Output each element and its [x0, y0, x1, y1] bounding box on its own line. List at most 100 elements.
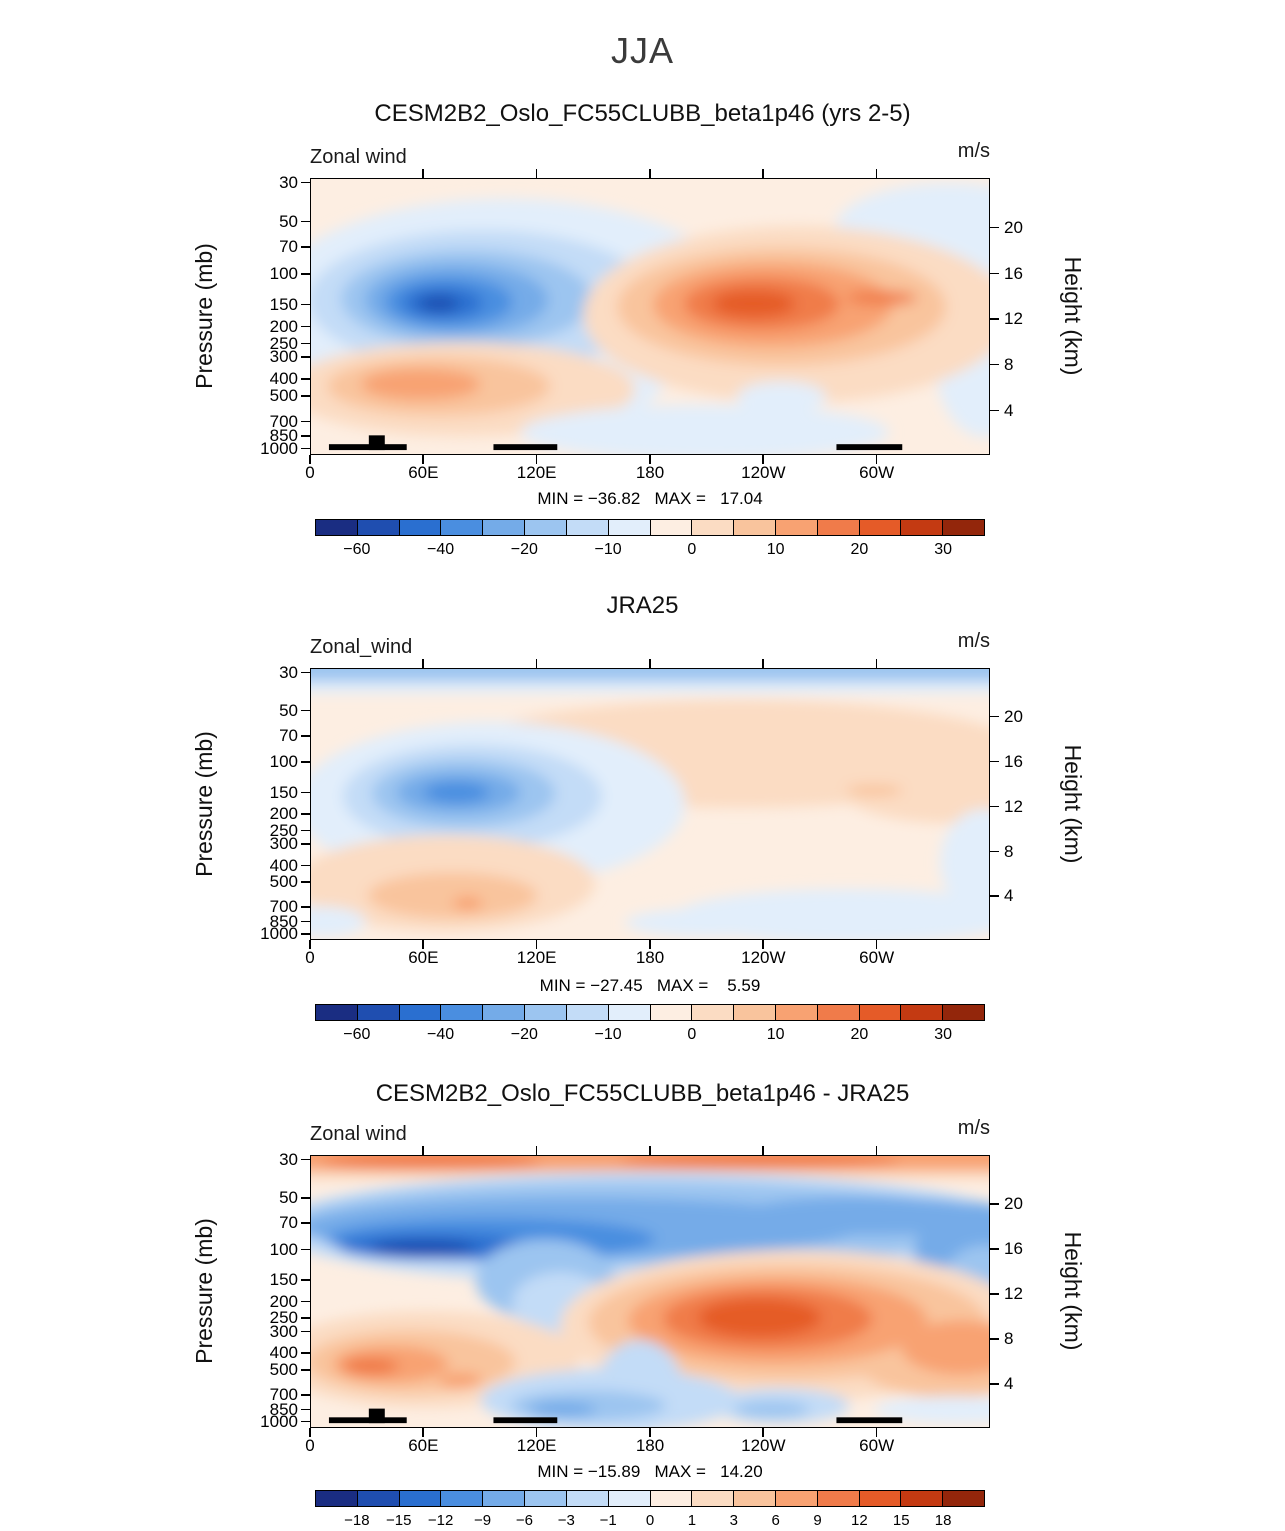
pressure-tick-label: 200 [269, 1291, 298, 1311]
colorbar-tick-label: 1 [687, 1512, 697, 1529]
pressure-tick-label: 400 [269, 1343, 298, 1363]
height-tick-label: 16 [1004, 1239, 1023, 1259]
colorbar-cell [858, 519, 902, 536]
colorbar-tick-label: 18 [934, 1512, 952, 1529]
pressure-tick [301, 761, 310, 763]
lon-tick-bottom [762, 940, 764, 949]
pressure-tick [301, 1248, 310, 1251]
colorbar-tick-label: −1 [599, 1512, 617, 1529]
colorbar-cell [858, 1490, 902, 1507]
lon-tick-top [649, 169, 651, 178]
pressure-tick [301, 342, 310, 345]
lon-tick-bottom [309, 940, 311, 949]
colorbar-cell [440, 1004, 484, 1021]
lon-tick-label: 120W [741, 1436, 786, 1455]
colorbar-cell [565, 1490, 609, 1507]
height-tick [990, 760, 999, 763]
colorbar-tick-label: 0 [687, 1026, 697, 1043]
pressure-tick [301, 864, 310, 867]
colorbar-tick-label: −10 [594, 541, 622, 558]
lon-tick-top [535, 1146, 538, 1155]
figure-title: JJA [610, 30, 674, 71]
colorbar-cell [356, 1490, 400, 1507]
pressure-tick-label: 100 [269, 752, 298, 772]
pressure-tick-label: 50 [279, 700, 298, 720]
height-tick [990, 850, 999, 853]
colorbar-cell [440, 1490, 484, 1507]
pressure-tick-label: 850 [269, 1399, 298, 1419]
height-tick-label: 4 [1004, 886, 1014, 906]
panel-2-contour-field [311, 669, 989, 939]
lon-tick-label: 120E [516, 1436, 557, 1455]
lon-tick-label: 60E [408, 1436, 439, 1455]
colorbar-tick-label: 12 [851, 1512, 868, 1529]
lon-tick-top [875, 1146, 878, 1155]
lon-tick-bottom [422, 455, 424, 464]
colorbar-cell [733, 519, 776, 536]
panel-3-units-label: m/s [957, 1117, 990, 1139]
height-tick-label: 8 [1004, 1329, 1014, 1349]
pressure-tick [301, 1330, 310, 1333]
lon-tick-label: 120W [741, 463, 786, 482]
colorbar-cell [356, 1004, 400, 1021]
pressure-tick [301, 220, 310, 223]
pressure-tick-label: 850 [269, 911, 298, 931]
height-tick-label: 8 [1004, 841, 1014, 861]
lon-tick-bottom [762, 1428, 764, 1437]
lon-tick-label: 180 [635, 1436, 665, 1455]
pressure-tick [301, 395, 310, 397]
pressure-tick-label: 700 [269, 411, 298, 431]
pressure-tick-label: 100 [269, 264, 298, 284]
lon-tick-top [649, 659, 651, 668]
pressure-tick-label: 50 [279, 1188, 298, 1208]
lon-tick-label: 0 [305, 463, 315, 482]
colorbar-cell [398, 519, 442, 536]
lon-tick-label: 60E [408, 948, 439, 967]
colorbar-cell [356, 519, 400, 536]
panel-3-title: CESM2B2_Oslo_FC55CLUBB_beta1p46 - JRA25 [375, 1080, 910, 1107]
colorbar-tick-label: 9 [813, 1512, 822, 1529]
pressure-tick [301, 303, 310, 306]
colorbar-tick-label: −20 [510, 1026, 538, 1043]
colorbar-cell [900, 1490, 944, 1507]
colorbar-tick-label: 30 [934, 541, 953, 558]
colorbar-cell [315, 1490, 358, 1507]
lon-tick-bottom [309, 1428, 311, 1437]
lon-tick-label: 60W [859, 463, 895, 482]
height-tick-label: 4 [1004, 400, 1014, 420]
lon-tick-bottom [535, 940, 538, 949]
pressure-tick-label: 500 [269, 872, 298, 892]
colorbar-cell [482, 519, 526, 536]
colorbar-cell [315, 1004, 358, 1021]
pressure-tick [301, 1279, 310, 1281]
pressure-tick [301, 378, 310, 380]
pressure-tick [301, 447, 310, 450]
pressure-tick-label: 300 [269, 1321, 298, 1341]
panel-3-plot [310, 1155, 990, 1428]
colorbar-cell [942, 1490, 985, 1507]
colorbar-tick-label: 3 [729, 1512, 738, 1529]
pressure-tick-label: 200 [269, 316, 298, 336]
lon-tick-label: 120E [516, 948, 557, 967]
colorbar-cell [691, 1004, 735, 1021]
colorbar-tick-label: −20 [510, 541, 538, 558]
pressure-tick [301, 933, 310, 935]
pressure-tick [301, 273, 310, 275]
pressure-tick-label: 250 [269, 820, 298, 840]
colorbar [315, 1004, 985, 1021]
colorbar-cell [774, 1004, 818, 1021]
pressure-tick [301, 420, 310, 423]
pressure-tick-label: 50 [279, 211, 298, 231]
height-tick [990, 1383, 999, 1385]
panel-1-pressure-axis-title: Pressure (mb) [191, 243, 217, 389]
colorbar-tick-label: −15 [386, 1512, 412, 1529]
lon-tick-top [422, 659, 424, 668]
colorbar-cell [816, 1490, 860, 1507]
colorbar-cell [691, 1490, 735, 1507]
lon-tick-label: 0 [305, 1436, 315, 1455]
pressure-tick [301, 671, 310, 674]
lon-tick-top [535, 169, 538, 178]
pressure-tick-label: 1000 [260, 438, 298, 458]
panel-1-contour-field [311, 179, 989, 454]
colorbar-cell [733, 1004, 776, 1021]
